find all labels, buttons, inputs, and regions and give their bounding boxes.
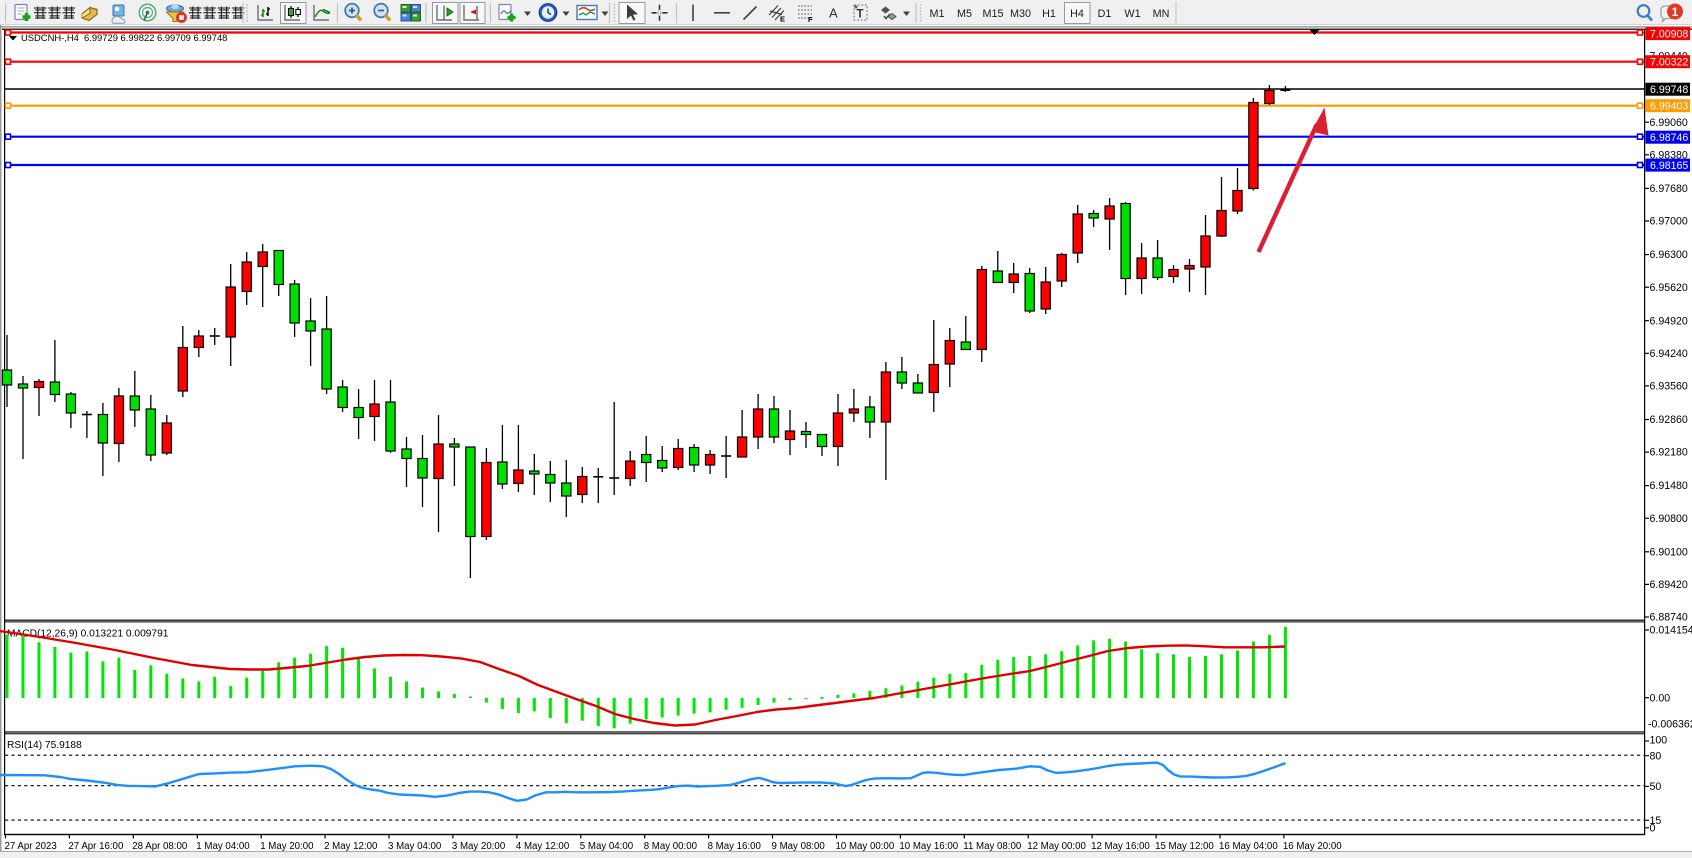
svg-text:E: E xyxy=(780,15,785,24)
svg-text:M30: M30 xyxy=(1010,8,1031,20)
svg-text:A: A xyxy=(829,6,838,21)
svg-text:2 May 12:00: 2 May 12:00 xyxy=(324,841,378,852)
svg-text:MACD(12,26,9) 0.013221 0.00979: MACD(12,26,9) 0.013221 0.009791 xyxy=(7,629,169,640)
svg-text:H1: H1 xyxy=(1042,8,1056,20)
svg-text:27 Apr 2023: 27 Apr 2023 xyxy=(5,841,57,852)
svg-text:MN: MN xyxy=(1153,8,1170,20)
svg-text:6.90800: 6.90800 xyxy=(1650,513,1688,525)
svg-text:1 May 20:00: 1 May 20:00 xyxy=(260,841,314,852)
svg-text:H4: H4 xyxy=(1070,8,1084,20)
svg-text:T: T xyxy=(857,9,864,21)
svg-text:6.88740: 6.88740 xyxy=(1650,612,1688,624)
svg-text:28 Apr 08:00: 28 Apr 08:00 xyxy=(132,841,188,852)
svg-text:M1: M1 xyxy=(930,8,945,20)
svg-text:M5: M5 xyxy=(957,8,972,20)
svg-text:6.99748: 6.99748 xyxy=(1650,84,1688,96)
svg-text:6.91480: 6.91480 xyxy=(1650,480,1688,492)
svg-text:F: F xyxy=(808,15,813,24)
svg-text:27 Apr 16:00: 27 Apr 16:00 xyxy=(68,841,124,852)
svg-text:10 May 16:00: 10 May 16:00 xyxy=(899,841,958,852)
svg-text:10 May 00:00: 10 May 00:00 xyxy=(836,841,895,852)
svg-text:6.92860: 6.92860 xyxy=(1650,414,1688,426)
svg-text:0.00: 0.00 xyxy=(1650,692,1671,704)
svg-text:7.00908: 7.00908 xyxy=(1650,28,1688,40)
svg-text:3 May 20:00: 3 May 20:00 xyxy=(452,841,506,852)
svg-text:50: 50 xyxy=(1650,781,1662,793)
svg-text:-0.006362: -0.006362 xyxy=(1648,718,1692,730)
svg-text:5 May 04:00: 5 May 04:00 xyxy=(580,841,634,852)
svg-text:1 May 04:00: 1 May 04:00 xyxy=(196,841,250,852)
svg-text:11 May 08:00: 11 May 08:00 xyxy=(963,841,1022,852)
svg-text:6.89420: 6.89420 xyxy=(1650,579,1688,591)
svg-text:8 May 00:00: 8 May 00:00 xyxy=(644,841,698,852)
svg-text:15 May 12:00: 15 May 12:00 xyxy=(1155,841,1214,852)
svg-text:12 May 00:00: 12 May 00:00 xyxy=(1027,841,1086,852)
svg-text:M15: M15 xyxy=(982,8,1003,20)
svg-text:USDCNH-,H4 6.99729 6.99822 6.: USDCNH-,H4 6.99729 6.99822 6.99709 6.997… xyxy=(21,32,227,43)
svg-text:6.93560: 6.93560 xyxy=(1650,381,1688,393)
svg-text:6.98746: 6.98746 xyxy=(1650,132,1688,144)
svg-text:16 May 04:00: 16 May 04:00 xyxy=(1219,841,1278,852)
svg-text:6.97000: 6.97000 xyxy=(1650,216,1688,228)
svg-text:6.98165: 6.98165 xyxy=(1650,160,1688,172)
svg-text:3 May 04:00: 3 May 04:00 xyxy=(388,841,442,852)
svg-text:4 May 12:00: 4 May 12:00 xyxy=(516,841,570,852)
svg-text:D1: D1 xyxy=(1098,8,1112,20)
svg-text:80: 80 xyxy=(1650,750,1662,762)
svg-text:6.98380: 6.98380 xyxy=(1650,149,1688,161)
svg-text:6.92180: 6.92180 xyxy=(1650,447,1688,459)
svg-text:6.99060: 6.99060 xyxy=(1650,117,1688,129)
svg-text:RSI(14) 75.9188: RSI(14) 75.9188 xyxy=(7,740,82,751)
svg-text:12 May 16:00: 12 May 16:00 xyxy=(1091,841,1150,852)
svg-text:0.014154: 0.014154 xyxy=(1650,625,1692,637)
svg-text:100: 100 xyxy=(1650,734,1668,746)
svg-text:9 May 08:00: 9 May 08:00 xyxy=(772,841,826,852)
svg-text:1: 1 xyxy=(1672,5,1679,19)
svg-text:6.94920: 6.94920 xyxy=(1650,315,1688,327)
svg-text:6.90100: 6.90100 xyxy=(1650,546,1688,558)
svg-text:15: 15 xyxy=(1650,815,1662,827)
svg-text:6.99403: 6.99403 xyxy=(1650,101,1688,113)
svg-text:W1: W1 xyxy=(1124,8,1140,20)
svg-text:6.97680: 6.97680 xyxy=(1650,183,1688,195)
svg-text:6.95620: 6.95620 xyxy=(1650,282,1688,294)
svg-text:6.94240: 6.94240 xyxy=(1650,348,1688,360)
svg-text:16 May 20:00: 16 May 20:00 xyxy=(1283,841,1342,852)
svg-text:7.00322: 7.00322 xyxy=(1650,57,1688,69)
svg-text:8 May 16:00: 8 May 16:00 xyxy=(708,841,762,852)
svg-text:6.96300: 6.96300 xyxy=(1650,249,1688,261)
svg-text:0: 0 xyxy=(1650,822,1656,834)
